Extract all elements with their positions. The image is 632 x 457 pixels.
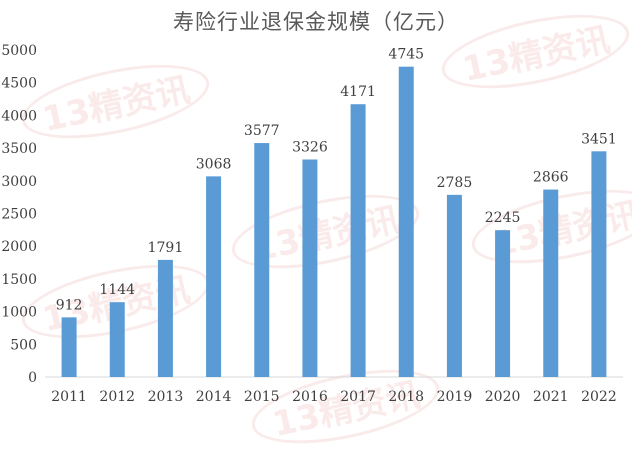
data-label: 912: [56, 297, 83, 313]
y-tick-label: 0: [28, 370, 37, 386]
data-label: 3451: [581, 131, 617, 147]
data-label: 1791: [148, 240, 184, 256]
bar: [254, 143, 270, 377]
x-tick-label: 2013: [148, 389, 184, 405]
y-tick-label: 500: [10, 337, 37, 353]
y-tick-label: 4500: [1, 76, 37, 92]
chart-title: 寿险行业退保金规模（亿元）: [173, 10, 459, 34]
x-tick-label: 2021: [533, 389, 569, 405]
data-label: 4171: [340, 84, 376, 100]
bar: [398, 66, 414, 377]
x-tick-label: 2014: [196, 389, 232, 405]
bar: [157, 259, 173, 377]
x-tick-label: 2011: [51, 389, 87, 405]
data-label: 3068: [196, 156, 232, 172]
bar: [543, 189, 559, 377]
y-tick-label: 2000: [1, 239, 37, 255]
data-label: 2866: [533, 170, 569, 186]
y-tick-label: 3000: [1, 174, 37, 190]
data-label: 2245: [485, 210, 521, 226]
data-label: 3577: [244, 123, 280, 139]
y-tick-label: 4000: [1, 108, 37, 124]
x-tick-label: 2020: [485, 389, 521, 405]
x-tick-label: 2012: [99, 389, 135, 405]
data-label: 1144: [99, 282, 135, 298]
bar: [446, 194, 462, 377]
x-tick-label: 2015: [244, 389, 280, 405]
bar: [302, 159, 318, 377]
bar: [109, 302, 125, 377]
x-tick-label: 2022: [581, 389, 617, 405]
x-tick-label: 2016: [292, 389, 328, 405]
bar: [495, 230, 511, 377]
x-tick-label: 2019: [437, 389, 473, 405]
y-tick-label: 3500: [1, 141, 37, 157]
bar: [61, 317, 77, 377]
x-tick-label: 2018: [388, 389, 424, 405]
y-tick-label: 1500: [1, 272, 37, 288]
bar-chart: 0 500 1000 1500 2000 2500 3000 3500 4000 4500 5000…: [1, 43, 623, 405]
bar: [350, 104, 366, 377]
bar: [591, 151, 607, 377]
data-label: 4745: [388, 47, 424, 63]
y-tick-label: 2500: [1, 207, 37, 223]
y-tick-label: 5000: [1, 43, 37, 59]
data-label: 2785: [437, 175, 473, 191]
y-tick-label: 1000: [1, 305, 37, 321]
data-label: 3326: [292, 139, 328, 155]
x-tick-label: 2017: [340, 389, 376, 405]
bar: [206, 176, 222, 377]
